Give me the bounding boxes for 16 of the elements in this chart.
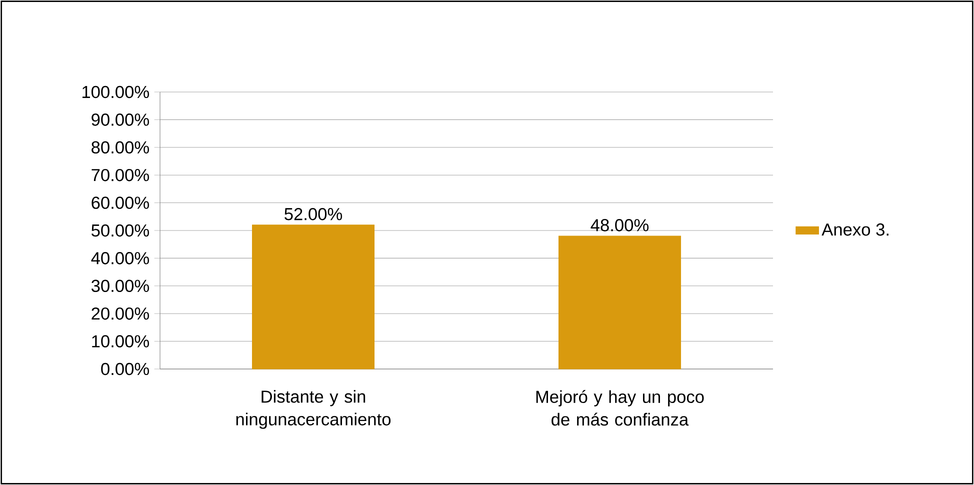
x-tick-label: Distante y sin ningunacercamiento — [236, 390, 391, 429]
y-tick-label: 30.00% — [91, 280, 149, 292]
y-tick-label: 0.00% — [101, 362, 149, 376]
y-tick-label: 10.00% — [92, 335, 149, 348]
data-label: 52.00% — [284, 208, 342, 220]
legend-label: Anexo 3. — [822, 223, 888, 236]
y-tick-label: 90.00% — [92, 114, 149, 126]
y-tick-label: 100.00% — [82, 86, 149, 98]
y-tick-label: 70.00% — [92, 168, 149, 182]
y-tick-label: 60.00% — [92, 196, 149, 209]
x-tick-label: Mejoró y hay un poco de más confianza — [536, 390, 704, 426]
y-tick-label: 50.00% — [92, 224, 149, 237]
y-tick-label: 40.00% — [91, 252, 149, 264]
data-label: 48.00% — [590, 219, 649, 232]
y-tick-label: 20.00% — [92, 307, 149, 320]
y-tick-label: 80.00% — [92, 141, 149, 154]
